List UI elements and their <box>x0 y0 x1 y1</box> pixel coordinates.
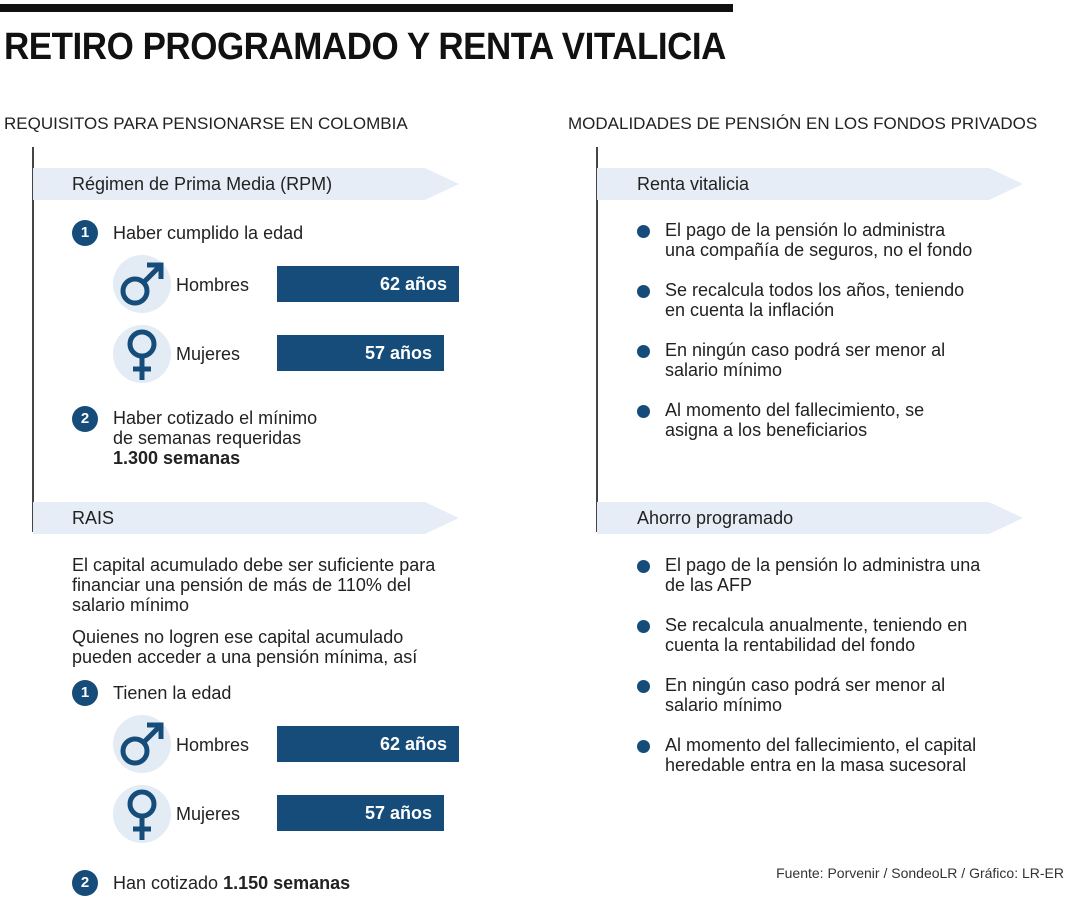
rpm-men-age-bar: 62 años <box>277 266 459 302</box>
ahorro-programado-banner-label: Ahorro programado <box>637 508 794 528</box>
bullet-dot <box>637 405 650 418</box>
bullet-dot <box>637 680 650 693</box>
rais-step-1-number: 1 <box>72 680 98 706</box>
source-credit: Fuente: Porvenir / SondeoLR / Gráfico: L… <box>776 865 1064 881</box>
ahorro-bullet-4-line-1: Al momento del fallecimiento, el capital <box>665 735 977 755</box>
rais-paragraph-1-line-2: financiar una pensión de más de 110% del <box>72 575 411 595</box>
renta-bullet-4: Al momento del fallecimiento, se asigna … <box>665 400 1025 440</box>
rais-men-label: Hombres <box>176 735 250 755</box>
rpm-step-2-line-1: Haber cotizado el mínimo <box>113 408 318 428</box>
ahorro-bullet-1-line-2: de las AFP <box>665 575 753 595</box>
rais-step-2-label: Han cotizado <box>113 873 224 893</box>
bullet-dot <box>637 560 650 573</box>
rpm-step-1-number: 1 <box>72 220 98 246</box>
ahorro-programado-banner <box>597 502 1023 534</box>
renta-bullet-3-line-1: En ningún caso podrá ser menor al <box>665 340 946 360</box>
renta-bullet-1: El pago de la pensión lo administra una … <box>665 220 1025 260</box>
ahorro-bullet-3-line-1: En ningún caso podrá ser menor al <box>665 675 946 695</box>
rpm-women-age-bar: 57 años <box>277 335 444 371</box>
male-symbol-icon <box>120 262 164 306</box>
bullet-dot <box>637 740 650 753</box>
renta-vitalicia-banner-label: Renta vitalicia <box>637 174 750 194</box>
renta-bullet-2: Se recalcula todos los años, teniendo en… <box>665 280 1025 320</box>
rais-women-label: Mujeres <box>176 804 241 824</box>
renta-bullet-1-line-1: El pago de la pensión lo administra <box>665 220 946 240</box>
rais-paragraph-1: El capital acumulado debe ser suficiente… <box>72 555 472 615</box>
rais-paragraph-1-line-1: El capital acumulado debe ser suficiente… <box>72 555 436 575</box>
rpm-step-2-number: 2 <box>72 406 98 432</box>
ahorro-bullet-1: El pago de la pensión lo administra una … <box>665 555 1045 595</box>
bullet-dot <box>637 620 650 633</box>
rais-paragraph-2-line-2: pueden acceder a una pensión mínima, así <box>72 647 418 667</box>
renta-bullet-1-line-2: una compañía de seguros, no el fondo <box>665 240 973 260</box>
renta-vitalicia-banner <box>597 168 1023 200</box>
rpm-banner-label: Régimen de Prima Media (RPM) <box>72 174 333 194</box>
rais-step-2-weeks: 1.150 semanas <box>223 873 351 893</box>
male-symbol-icon <box>120 722 164 766</box>
right-section-heading: MODALIDADES DE PENSIÓN EN LOS FONDOS PRI… <box>568 114 1038 133</box>
left-divider-line <box>32 147 34 532</box>
rais-women-age-bar: 57 años <box>277 795 444 831</box>
rpm-step-1-text: Haber cumplido la edad <box>113 223 304 243</box>
female-symbol-icon <box>127 329 157 380</box>
page-title: RETIRO PROGRAMADO Y RENTA VITALICIA <box>4 26 726 68</box>
bullet-dot <box>637 285 650 298</box>
rais-men-age-bar: 62 años <box>277 726 459 762</box>
ahorro-bullet-4-line-2: heredable entra en la masa sucesoral <box>665 755 967 775</box>
rpm-step-2-weeks: 1.300 semanas <box>113 448 241 468</box>
rais-paragraph-1-line-3: salario mínimo <box>72 595 190 615</box>
rais-step-2-number: 2 <box>72 870 98 896</box>
ahorro-bullet-4: Al momento del fallecimiento, el capital… <box>665 735 1055 775</box>
ahorro-bullet-1-line-1: El pago de la pensión lo administra una <box>665 555 981 575</box>
rais-paragraph-2: Quienes no logren ese capital acumulado … <box>72 627 472 667</box>
right-divider-line <box>596 147 598 532</box>
renta-bullet-4-line-2: asigna a los beneficiarios <box>665 420 868 440</box>
renta-bullet-2-line-1: Se recalcula todos los años, teniendo <box>665 280 965 300</box>
ahorro-bullet-2-line-2: cuenta la rentabilidad del fondo <box>665 635 916 655</box>
ahorro-bullet-2: Se recalcula anualmente, teniendo en cue… <box>665 615 1045 655</box>
rais-banner <box>33 502 459 534</box>
rais-step-1-text: Tienen la edad <box>113 683 232 703</box>
renta-bullet-4-line-1: Al momento del fallecimiento, se <box>665 400 925 420</box>
rpm-banner <box>33 168 459 200</box>
bullet-dot <box>637 345 650 358</box>
rpm-women-label: Mujeres <box>176 344 241 364</box>
ahorro-bullet-3: En ningún caso podrá ser menor al salari… <box>665 675 1045 715</box>
top-rule <box>0 4 733 12</box>
renta-bullet-3: En ningún caso podrá ser menor al salari… <box>665 340 1025 380</box>
renta-bullet-2-line-2: en cuenta la inflación <box>665 300 835 320</box>
rpm-step-2-line-2: de semanas requeridas <box>113 428 302 448</box>
rais-banner-label: RAIS <box>72 508 115 528</box>
rpm-men-label: Hombres <box>176 275 250 295</box>
rpm-step-2-text: Haber cotizado el mínimo de semanas requ… <box>113 408 443 468</box>
ahorro-bullet-2-line-1: Se recalcula anualmente, teniendo en <box>665 615 968 635</box>
female-symbol-icon <box>127 789 157 840</box>
rais-paragraph-2-line-1: Quienes no logren ese capital acumulado <box>72 627 404 647</box>
ahorro-bullet-3-line-2: salario mínimo <box>665 695 783 715</box>
renta-bullet-3-line-2: salario mínimo <box>665 360 783 380</box>
bullet-dot <box>637 225 650 238</box>
left-section-heading: REQUISITOS PARA PENSIONARSE EN COLOMBIA <box>4 114 408 133</box>
rais-step-2-text: Han cotizado 1.150 semanas <box>113 873 350 893</box>
